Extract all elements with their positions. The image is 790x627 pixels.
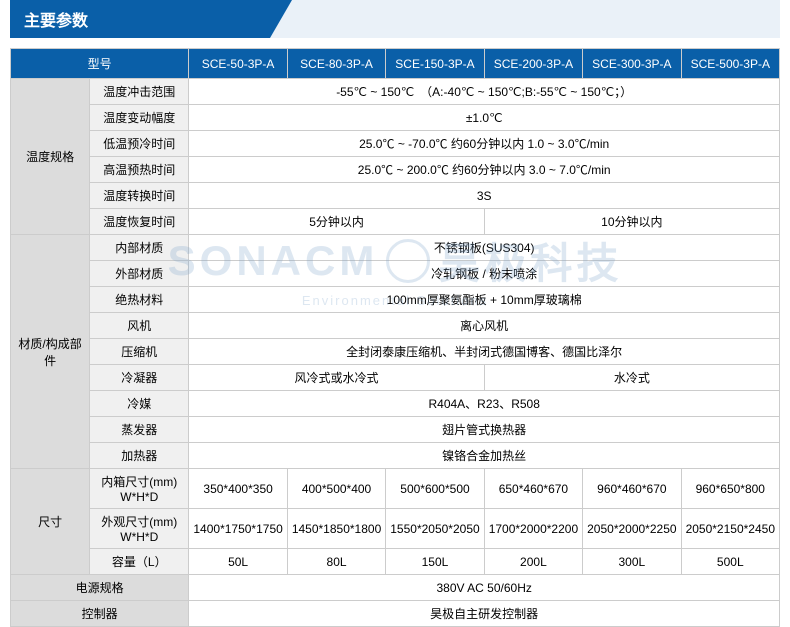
row-val: -55℃ ~ 150℃ （A:-40℃ ~ 150℃;B:-55℃ ~ 150℃… [189, 79, 780, 105]
row-label: 容量（L） [90, 549, 189, 575]
row-val: 翅片管式换热器 [189, 417, 780, 443]
row-val: 1700*2000*2200 [484, 509, 582, 549]
row-val: 水冷式 [484, 365, 779, 391]
row-val: 不锈钢板(SUS304) [189, 235, 780, 261]
col-6: SCE-500-3P-A [681, 49, 779, 79]
row-label: 加热器 [90, 443, 189, 469]
row-val: 300L [583, 549, 681, 575]
row-label: 高温预热时间 [90, 157, 189, 183]
header-angle [270, 0, 292, 38]
row-label: 温度转换时间 [90, 183, 189, 209]
group-controller: 控制器 [11, 601, 189, 627]
row-val: 1550*2050*2050 [386, 509, 484, 549]
row-label: 温度变动幅度 [90, 105, 189, 131]
table-header-row: 型号 SCE-50-3P-A SCE-80-3P-A SCE-150-3P-A … [11, 49, 780, 79]
group-material: 材质/构成部件 [11, 235, 90, 469]
row-val: 25.0℃ ~ 200.0℃ 约60分钟以内 3.0 ~ 7.0℃/min [189, 157, 780, 183]
row-val: 冷轧钢板 / 粉末喷涂 [189, 261, 780, 287]
row-val: 5分钟以内 [189, 209, 484, 235]
row-label: 内部材质 [90, 235, 189, 261]
row-val: R404A、R23、R508 [189, 391, 780, 417]
row-val: 650*460*670 [484, 469, 582, 509]
row-label: 低温预冷时间 [90, 131, 189, 157]
header-title: 主要参数 [24, 7, 88, 31]
row-label: 压缩机 [90, 339, 189, 365]
row-val: 960*650*800 [681, 469, 779, 509]
row-val: 150L [386, 549, 484, 575]
row-val: ±1.0℃ [189, 105, 780, 131]
group-power: 电源规格 [11, 575, 189, 601]
section-header: 主要参数 [0, 0, 790, 38]
row-val: 2050*2150*2450 [681, 509, 779, 549]
row-val: 50L [189, 549, 287, 575]
row-val: 镍铬合金加热丝 [189, 443, 780, 469]
row-label: 外部材质 [90, 261, 189, 287]
row-label: 冷凝器 [90, 365, 189, 391]
row-val: 380V AC 50/60Hz [189, 575, 780, 601]
row-label: 冷媒 [90, 391, 189, 417]
row-val: 80L [287, 549, 385, 575]
col-model: 型号 [11, 49, 189, 79]
row-val: 960*460*670 [583, 469, 681, 509]
row-label: 内箱尺寸(mm) W*H*D [90, 469, 189, 509]
row-val: 昊极自主研发控制器 [189, 601, 780, 627]
row-val: 风冷式或水冷式 [189, 365, 484, 391]
row-val: 200L [484, 549, 582, 575]
row-val: 1450*1850*1800 [287, 509, 385, 549]
row-val: 350*400*350 [189, 469, 287, 509]
row-val: 25.0℃ ~ -70.0℃ 约60分钟以内 1.0 ~ 3.0℃/min [189, 131, 780, 157]
row-label: 蒸发器 [90, 417, 189, 443]
col-3: SCE-150-3P-A [386, 49, 484, 79]
row-val: 10分钟以内 [484, 209, 779, 235]
row-label: 绝热材料 [90, 287, 189, 313]
group-temp: 温度规格 [11, 79, 90, 235]
row-val: 400*500*400 [287, 469, 385, 509]
row-val: 2050*2000*2250 [583, 509, 681, 549]
row-val: 1400*1750*1750 [189, 509, 287, 549]
col-5: SCE-300-3P-A [583, 49, 681, 79]
row-val: 全封闭泰康压缩机、半封闭式德国博客、德国比泽尔 [189, 339, 780, 365]
row-label: 外观尺寸(mm) W*H*D [90, 509, 189, 549]
row-label: 温度冲击范围 [90, 79, 189, 105]
row-val: 离心风机 [189, 313, 780, 339]
group-size: 尺寸 [11, 469, 90, 575]
row-val: 500L [681, 549, 779, 575]
header-title-bar: 主要参数 [10, 0, 270, 38]
row-val: 500*600*500 [386, 469, 484, 509]
spec-table: 型号 SCE-50-3P-A SCE-80-3P-A SCE-150-3P-A … [10, 48, 780, 627]
row-val: 3S [189, 183, 780, 209]
row-label: 温度恢复时间 [90, 209, 189, 235]
row-val: 100mm厚聚氨酯板 + 10mm厚玻璃棉 [189, 287, 780, 313]
col-4: SCE-200-3P-A [484, 49, 582, 79]
col-1: SCE-50-3P-A [189, 49, 287, 79]
row-label: 风机 [90, 313, 189, 339]
col-2: SCE-80-3P-A [287, 49, 385, 79]
